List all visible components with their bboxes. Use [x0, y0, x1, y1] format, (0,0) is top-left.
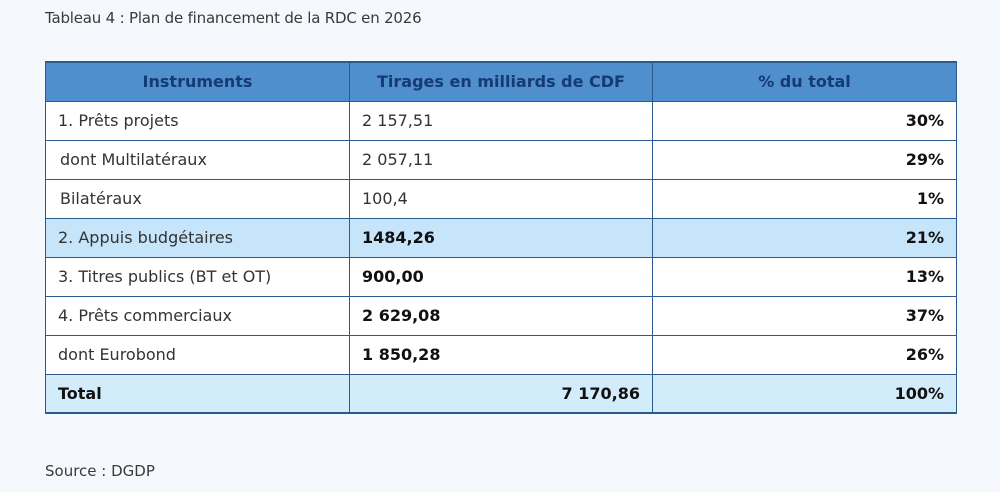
- cell-instrument: 3. Titres publics (BT et OT): [45, 256, 350, 297]
- cell-total-tirages: 7 170,86: [349, 373, 653, 414]
- cell-instrument: 1. Prêts projets: [45, 100, 350, 141]
- table-caption: Tableau 4 : Plan de financement de la RD…: [45, 9, 422, 27]
- cell-tirages: 100,4: [349, 178, 653, 219]
- cell-pct: 29%: [652, 139, 957, 180]
- financing-table: Instruments Tirages en milliards de CDF …: [45, 61, 957, 414]
- cell-instrument: dont Eurobond: [45, 334, 350, 375]
- cell-pct: 30%: [652, 100, 957, 141]
- table-header-row: Instruments Tirages en milliards de CDF …: [45, 61, 957, 102]
- table-row-highlighted: 2. Appuis budgétaires 1484,26 21%: [45, 217, 957, 258]
- column-header-tirages: Tirages en milliards de CDF: [349, 61, 653, 102]
- cell-instrument: Bilatéraux: [45, 178, 350, 219]
- cell-pct: 1%: [652, 178, 957, 219]
- cell-tirages: 900,00: [349, 256, 653, 297]
- cell-pct: 13%: [652, 256, 957, 297]
- cell-tirages: 2 157,51: [349, 100, 653, 141]
- cell-instrument: 2. Appuis budgétaires: [45, 217, 350, 258]
- table-row: 1. Prêts projets 2 157,51 30%: [45, 100, 957, 141]
- cell-total-label: Total: [45, 373, 350, 414]
- table-row: dont Multilatéraux 2 057,11 29%: [45, 139, 957, 180]
- cell-pct: 21%: [652, 217, 957, 258]
- column-header-pct-total: % du total: [652, 61, 957, 102]
- table-row: 3. Titres publics (BT et OT) 900,00 13%: [45, 256, 957, 297]
- cell-instrument: dont Multilatéraux: [45, 139, 350, 180]
- table-row: Bilatéraux 100,4 1%: [45, 178, 957, 219]
- cell-tirages: 1 850,28: [349, 334, 653, 375]
- cell-tirages: 2 057,11: [349, 139, 653, 180]
- cell-pct: 26%: [652, 334, 957, 375]
- cell-tirages: 2 629,08: [349, 295, 653, 336]
- table-row-total: Total 7 170,86 100%: [45, 373, 957, 414]
- cell-pct: 37%: [652, 295, 957, 336]
- cell-total-pct: 100%: [652, 373, 957, 414]
- cell-instrument: 4. Prêts commerciaux: [45, 295, 350, 336]
- financing-table-container: Instruments Tirages en milliards de CDF …: [45, 61, 957, 414]
- column-header-instruments: Instruments: [45, 61, 350, 102]
- cell-tirages: 1484,26: [349, 217, 653, 258]
- table-row: 4. Prêts commerciaux 2 629,08 37%: [45, 295, 957, 336]
- table-row: dont Eurobond 1 850,28 26%: [45, 334, 957, 375]
- source-note: Source : DGDP: [45, 462, 155, 480]
